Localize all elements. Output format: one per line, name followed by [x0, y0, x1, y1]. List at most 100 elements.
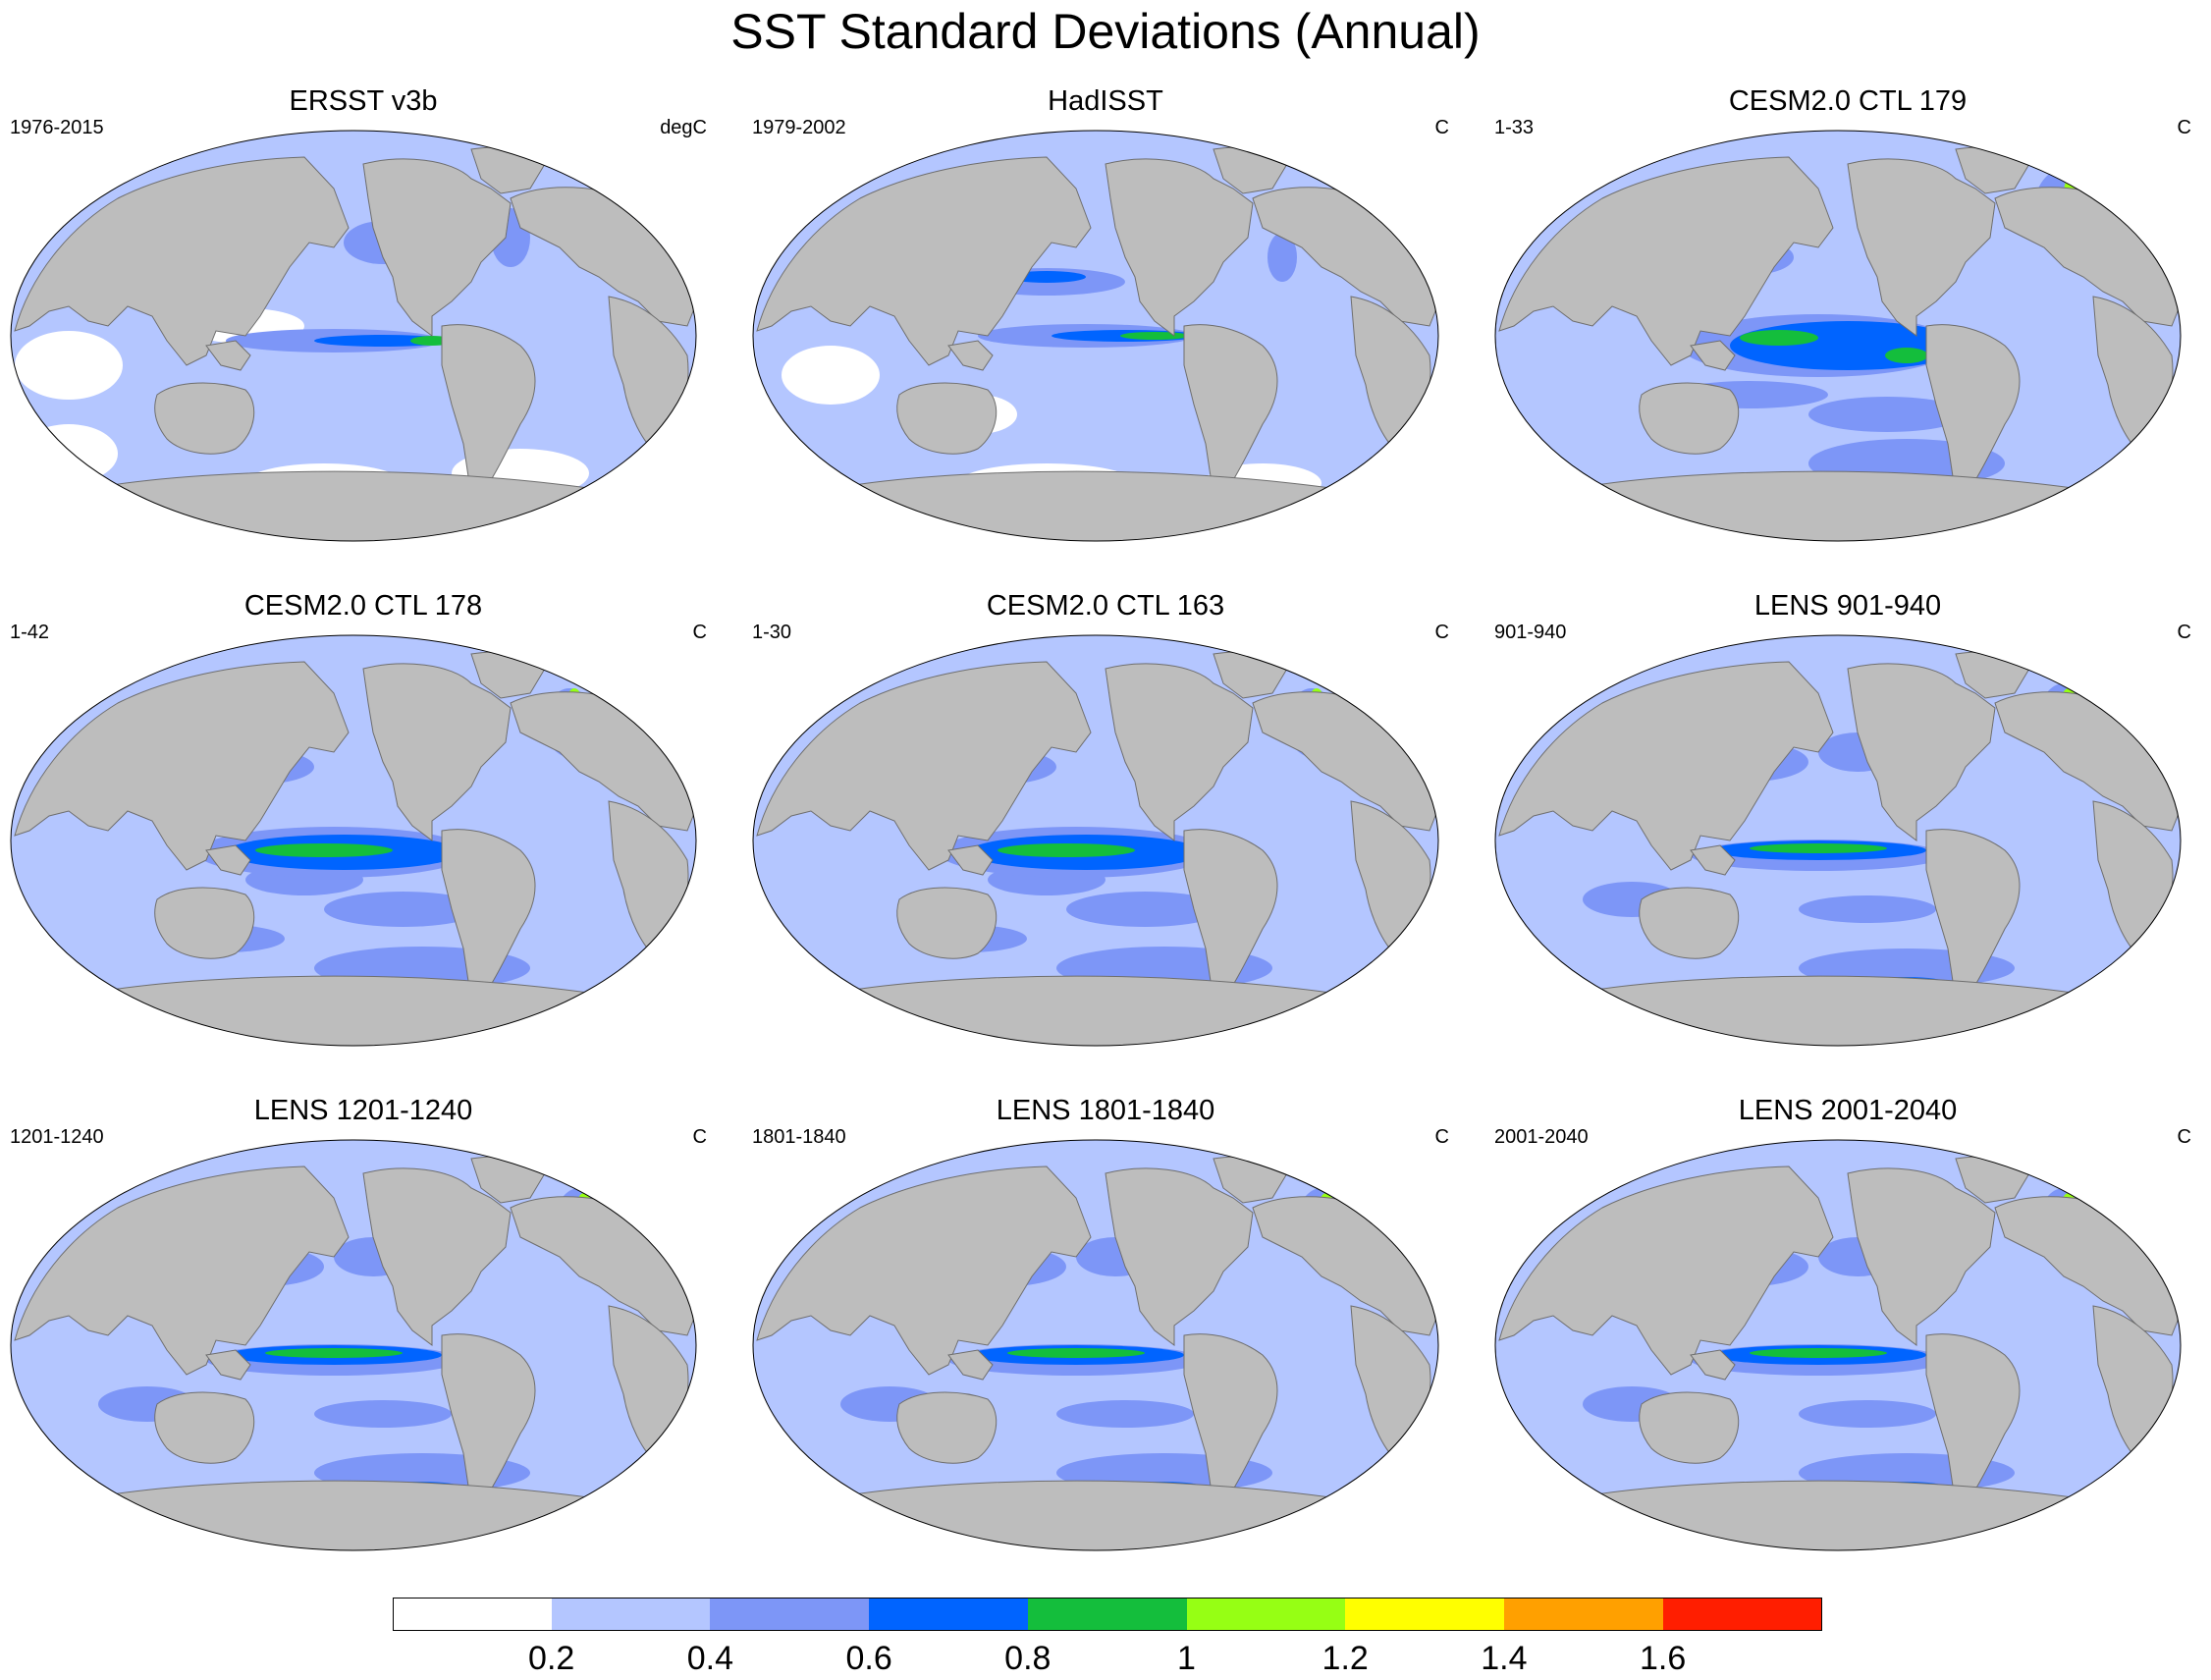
- colorbar-tick-label: 0.4: [686, 1640, 734, 1677]
- sst-contour-region: [1120, 332, 1189, 340]
- land-seasia: [205, 844, 251, 876]
- panel-title: HadISST: [1048, 85, 1163, 117]
- world-map: [1494, 130, 2182, 542]
- panel-units-label: C: [2177, 1126, 2191, 1148]
- land-namerica: [362, 663, 512, 841]
- map-panel: CESM2.0 CTL 178 1-42 C: [0, 589, 727, 1065]
- colorbar-swatch: [1662, 1598, 1823, 1631]
- panel-title: ERSST v3b: [289, 85, 438, 117]
- sst-contour-region: [255, 843, 393, 857]
- panel-period-label: 1201-1240: [10, 1126, 104, 1148]
- panel-period-label: 1976-2015: [10, 117, 104, 138]
- sst-contour-region: [1750, 1348, 1887, 1358]
- world-map: [752, 1139, 1439, 1551]
- colorbar-tick-label: 0.8: [1004, 1640, 1052, 1677]
- panel-units-label: C: [1434, 1126, 1449, 1148]
- land-australia: [154, 887, 255, 959]
- land-australia: [154, 1391, 255, 1464]
- land-seasia: [205, 340, 251, 371]
- colorbar-swatch: [1186, 1598, 1347, 1631]
- land-asia: [14, 661, 350, 871]
- sst-contour-region: [1799, 1400, 1936, 1428]
- land-australia: [896, 887, 998, 959]
- land-namerica: [1847, 1167, 1996, 1346]
- world-map: [1494, 634, 2182, 1047]
- land-asia: [1498, 661, 1834, 871]
- colorbar-tick-label: 0.2: [528, 1640, 575, 1677]
- land-seasia: [947, 844, 994, 876]
- land-seasia: [947, 1349, 994, 1381]
- panel-title: LENS 1201-1240: [253, 1095, 473, 1126]
- land-australia: [1639, 382, 1740, 455]
- map-panel: LENS 1801-1840 1801-1840 C: [742, 1094, 1469, 1570]
- map-panel: LENS 1201-1240 1201-1240 C: [0, 1094, 727, 1570]
- sst-contour-region: [1750, 843, 1887, 853]
- panel-units-label: C: [1434, 622, 1449, 643]
- land-seasia: [1690, 844, 1736, 876]
- colorbar-tick-label: 1.2: [1321, 1640, 1369, 1677]
- land-namerica: [1105, 1167, 1254, 1346]
- sst-contour-region: [265, 1348, 403, 1358]
- colorbar-swatch: [1503, 1598, 1664, 1631]
- panel-units-label: C: [692, 1126, 707, 1148]
- figure-title: SST Standard Deviations (Annual): [730, 4, 1481, 59]
- panel-title: LENS 901-940: [1753, 590, 1942, 622]
- land-asia: [1498, 1165, 1834, 1376]
- land-asia: [756, 156, 1092, 366]
- sst-contour-region: [1808, 397, 1966, 432]
- land-australia: [1639, 1391, 1740, 1464]
- land-asia: [756, 661, 1092, 871]
- sst-contour-region: [1066, 892, 1223, 927]
- sst-contour-region: [1799, 895, 1936, 923]
- colorbar-swatch: [1345, 1598, 1505, 1631]
- panel-period-label: 1-30: [752, 622, 792, 643]
- land-namerica: [1105, 158, 1254, 337]
- panel-period-label: 1-42: [10, 622, 50, 643]
- map-border: [10, 634, 697, 1047]
- panel-units-label: C: [2177, 117, 2191, 138]
- land-seasia: [1690, 1349, 1736, 1381]
- map-border: [752, 634, 1439, 1047]
- land-namerica: [1105, 663, 1254, 841]
- sst-contour-region: [314, 1400, 452, 1428]
- panel-title: CESM2.0 CTL 163: [986, 590, 1225, 622]
- colorbar-tick-label: 0.6: [845, 1640, 892, 1677]
- panel-period-label: 1-33: [1494, 117, 1535, 138]
- sst-contour-region: [324, 892, 481, 927]
- land-seasia: [1690, 340, 1736, 371]
- land-seasia: [947, 340, 994, 371]
- colorbar-swatch: [1027, 1598, 1188, 1631]
- map-border: [1494, 130, 2182, 542]
- sst-contour-region: [1056, 1400, 1194, 1428]
- sst-contour-region: [782, 346, 880, 405]
- colorbar: [393, 1598, 1823, 1633]
- panel-period-label: 901-940: [1494, 622, 1567, 643]
- map-border: [752, 1139, 1439, 1551]
- map-border: [10, 130, 697, 542]
- world-map: [752, 634, 1439, 1047]
- map-border: [10, 1139, 697, 1551]
- sst-contour-region: [20, 424, 118, 483]
- land-asia: [14, 1165, 350, 1376]
- land-australia: [154, 382, 255, 455]
- sst-contour-region: [1007, 1348, 1145, 1358]
- land-australia: [1639, 887, 1740, 959]
- land-namerica: [1847, 663, 1996, 841]
- map-panel: ERSST v3b 1976-2015 degC: [0, 84, 727, 561]
- panel-units-label: C: [2177, 622, 2191, 643]
- map-border: [752, 130, 1439, 542]
- land-asia: [14, 156, 350, 366]
- map-panel: LENS 2001-2040 2001-2040 C: [1484, 1094, 2211, 1570]
- land-namerica: [362, 1167, 512, 1346]
- map-panel: CESM2.0 CTL 163 1-30 C: [742, 589, 1469, 1065]
- land-namerica: [1847, 158, 1996, 337]
- colorbar-swatch: [551, 1598, 712, 1631]
- colorbar-tick-label: 1.6: [1639, 1640, 1687, 1677]
- land-asia: [1498, 156, 1834, 366]
- panel-units-label: C: [1434, 117, 1449, 138]
- world-map: [10, 634, 697, 1047]
- sst-contour-region: [1885, 348, 1928, 363]
- world-map: [10, 130, 697, 542]
- land-seasia: [205, 1349, 251, 1381]
- colorbar-tick-label: 1.4: [1481, 1640, 1528, 1677]
